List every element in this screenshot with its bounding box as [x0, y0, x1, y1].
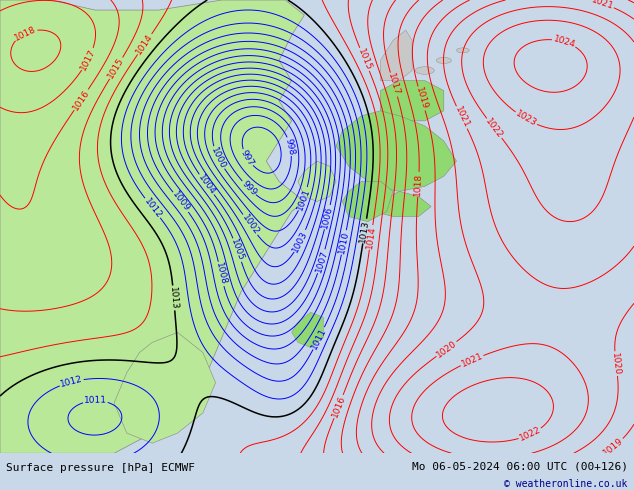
Text: Mo 06-05-2024 06:00 UTC (00+126): Mo 06-05-2024 06:00 UTC (00+126) — [411, 461, 628, 471]
Text: 1000: 1000 — [209, 146, 228, 170]
Ellipse shape — [456, 48, 469, 53]
Polygon shape — [0, 0, 304, 453]
Text: 1016: 1016 — [71, 88, 91, 112]
Text: Surface pressure [hPa] ECMWF: Surface pressure [hPa] ECMWF — [6, 463, 195, 473]
Text: 1018: 1018 — [13, 24, 38, 43]
Text: 1011: 1011 — [309, 326, 328, 351]
Text: 1018: 1018 — [413, 172, 424, 196]
Text: 1013: 1013 — [169, 286, 179, 310]
Text: © weatheronline.co.uk: © weatheronline.co.uk — [504, 480, 628, 490]
Text: 999: 999 — [240, 179, 258, 197]
Polygon shape — [380, 80, 444, 121]
Text: 1005: 1005 — [230, 238, 245, 262]
Polygon shape — [342, 181, 393, 221]
Ellipse shape — [436, 57, 451, 63]
Text: 1023: 1023 — [514, 109, 538, 128]
Polygon shape — [298, 161, 336, 201]
Text: 1024: 1024 — [552, 34, 576, 49]
Text: 1022: 1022 — [484, 117, 505, 140]
Text: 1020: 1020 — [611, 352, 622, 375]
Text: 1017: 1017 — [79, 47, 98, 72]
Text: 1003: 1003 — [291, 229, 309, 253]
Text: 1010: 1010 — [337, 230, 351, 255]
Polygon shape — [374, 192, 431, 217]
Text: 1002: 1002 — [240, 213, 261, 237]
Text: 1019: 1019 — [602, 436, 625, 458]
Text: 1007: 1007 — [314, 249, 329, 273]
Text: 1009: 1009 — [170, 190, 191, 214]
Text: 1021: 1021 — [460, 351, 484, 369]
Text: 1011: 1011 — [84, 396, 107, 405]
Text: 1015: 1015 — [356, 47, 373, 72]
Text: 1014: 1014 — [365, 225, 377, 249]
Text: 1006: 1006 — [320, 205, 335, 229]
Polygon shape — [380, 30, 412, 80]
Text: 1019: 1019 — [414, 86, 429, 111]
Ellipse shape — [415, 67, 434, 74]
Polygon shape — [292, 312, 323, 347]
Text: 1021: 1021 — [590, 0, 614, 11]
Text: 1004: 1004 — [196, 172, 217, 196]
Text: 1022: 1022 — [518, 425, 543, 443]
Text: 1020: 1020 — [435, 339, 458, 359]
Text: 1001: 1001 — [295, 187, 312, 211]
Text: 1021: 1021 — [453, 105, 471, 130]
Text: 1014: 1014 — [134, 32, 155, 56]
Text: 997: 997 — [239, 148, 256, 168]
Polygon shape — [114, 332, 216, 443]
Text: 1016: 1016 — [330, 394, 347, 419]
Text: 998: 998 — [284, 137, 297, 156]
Polygon shape — [336, 111, 456, 192]
Text: 1008: 1008 — [214, 262, 228, 286]
Text: 1015: 1015 — [107, 56, 126, 80]
Text: 1012: 1012 — [142, 196, 163, 220]
Text: 1017: 1017 — [386, 73, 401, 97]
Text: 1012: 1012 — [60, 375, 84, 389]
Text: 1013: 1013 — [358, 219, 371, 243]
